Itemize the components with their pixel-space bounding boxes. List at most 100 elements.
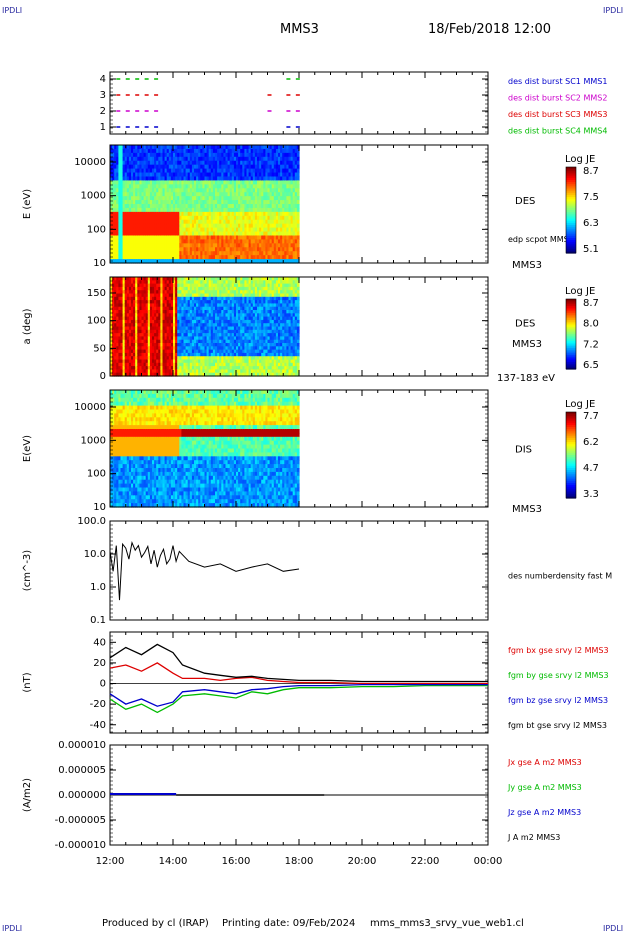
- des_energy-cell: [160, 251, 164, 256]
- des_energy-cell: [252, 251, 256, 256]
- des_energy-cell: [114, 207, 117, 213]
- des_pitch-cell: [198, 316, 201, 321]
- des_pitch-cell: [217, 343, 220, 347]
- des_energy-cell: [267, 243, 271, 248]
- des_pitch-cell: [141, 313, 145, 318]
- des_energy-cell: [294, 251, 298, 256]
- des_energy-cell: [124, 160, 128, 166]
- des_pitch-cell: [208, 283, 212, 288]
- des_pitch-cell: [128, 339, 132, 344]
- des_energy-cell: [194, 207, 197, 213]
- des_pitch-cell: [133, 366, 136, 370]
- des_energy-cell: [259, 207, 262, 213]
- des_energy-cell: [194, 259, 197, 264]
- des_energy-cell: [204, 152, 208, 158]
- des_energy-cell: [112, 215, 115, 221]
- des_pitch-cell: [122, 333, 126, 337]
- des_pitch-cell: [238, 286, 241, 291]
- des_pitch-cell: [118, 372, 122, 377]
- des_energy-cell: [204, 231, 208, 237]
- des_pitch-cell: [158, 280, 161, 285]
- des_energy-cell: [114, 223, 117, 229]
- des_energy-cell: [240, 180, 243, 185]
- des_energy-cell: [221, 215, 224, 221]
- des_energy-cell: [200, 188, 203, 193]
- des_energy-cell: [227, 219, 231, 225]
- des_pitch-cell: [149, 339, 153, 344]
- des_pitch-cell: [240, 329, 243, 334]
- des_pitch-cell: [143, 366, 147, 370]
- des_pitch-cell: [166, 356, 170, 361]
- des_pitch-cell: [116, 283, 119, 288]
- des_pitch-cell: [170, 352, 174, 357]
- des_pitch-cell: [219, 283, 222, 288]
- des_pitch-cell: [217, 303, 220, 308]
- des_pitch-cell: [149, 296, 153, 301]
- des_energy-cell: [229, 211, 233, 217]
- des_energy-cell: [198, 160, 201, 166]
- des_pitch-cell: [170, 283, 174, 288]
- des_energy-cell: [233, 180, 237, 185]
- des_energy-cell: [131, 196, 134, 201]
- des_energy-cell: [162, 243, 166, 248]
- des_pitch-cell: [120, 333, 124, 337]
- des_pitch-cell: [240, 356, 243, 361]
- des_pitch-cell: [135, 293, 138, 298]
- des_energy-cell: [173, 227, 176, 233]
- des_pitch-cell: [240, 300, 243, 304]
- des_energy-cell: [162, 204, 166, 209]
- des_energy-cell: [177, 148, 180, 154]
- des_energy-cell: [189, 160, 193, 166]
- des_energy-cell: [179, 259, 182, 264]
- des_pitch-cell: [225, 329, 229, 334]
- des_energy-cell: [196, 239, 199, 244]
- des_pitch-cell: [208, 323, 212, 328]
- des_energy-cell: [185, 251, 189, 256]
- des_pitch-cell: [215, 313, 218, 318]
- des_pitch-cell: [158, 293, 161, 298]
- des_pitch-cell: [198, 323, 201, 328]
- des_pitch-cell: [198, 326, 201, 331]
- des_pitch-cell: [137, 300, 140, 304]
- des_pitch-cell: [185, 316, 189, 321]
- des_pitch-cell: [128, 352, 132, 357]
- des_pitch-cell: [206, 296, 210, 301]
- des_energy-cell: [250, 156, 254, 162]
- des_pitch-cell: [236, 293, 239, 298]
- des_pitch-cell: [181, 369, 185, 374]
- des_energy-cell: [267, 145, 271, 150]
- des_energy-cell: [128, 235, 132, 240]
- des_energy-cell: [200, 156, 203, 162]
- des_pitch-cell: [238, 319, 241, 324]
- des_energy-cell: [173, 223, 176, 229]
- des_pitch-cell: [154, 286, 157, 291]
- des_energy-cell: [223, 259, 227, 264]
- des_pitch-cell: [242, 303, 245, 308]
- des_energy-cell: [149, 156, 153, 162]
- des_energy-cell: [189, 207, 193, 213]
- des_pitch-cell: [223, 300, 227, 304]
- des_energy-cell: [246, 200, 250, 205]
- des_pitch-cell: [217, 306, 220, 311]
- des_energy-cell: [269, 188, 273, 193]
- des_pitch-cell: [160, 290, 164, 295]
- des_pitch-cell: [233, 303, 237, 308]
- des_energy-cell: [231, 247, 235, 252]
- des_pitch-cell: [135, 346, 138, 351]
- des_energy-cell: [263, 180, 266, 185]
- des_pitch-cell: [221, 352, 224, 357]
- des_energy-cell: [196, 207, 199, 213]
- des_pitch-cell: [120, 329, 124, 334]
- des_energy-cell: [139, 235, 143, 240]
- des_energy-cell: [196, 192, 199, 197]
- des_pitch-cell: [114, 356, 117, 361]
- des_energy-cell: [278, 156, 281, 162]
- des_energy-cell: [160, 239, 164, 244]
- des_pitch-cell: [124, 369, 128, 374]
- des_energy-cell: [166, 223, 170, 229]
- des_pitch-cell: [145, 286, 149, 291]
- des_pitch-cell: [219, 323, 222, 328]
- des_energy-cell: [114, 231, 117, 237]
- des_pitch-cell: [219, 296, 222, 301]
- des_energy-cell: [219, 200, 222, 205]
